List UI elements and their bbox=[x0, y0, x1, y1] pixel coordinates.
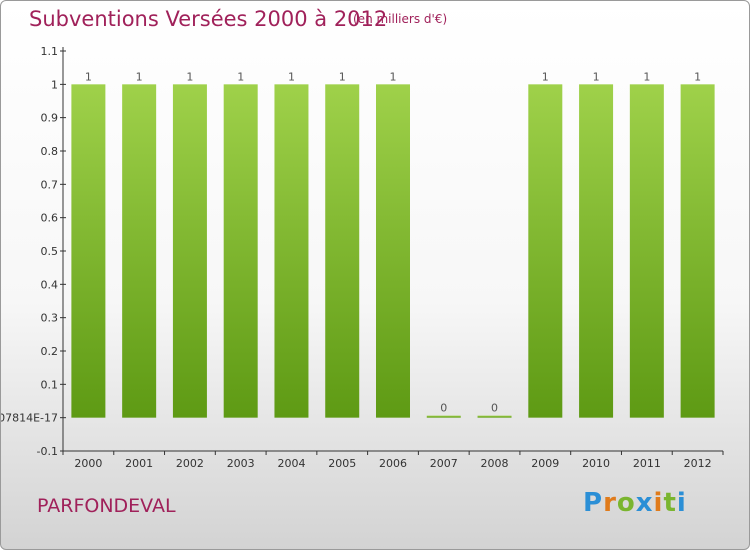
bar-2011 bbox=[629, 84, 664, 418]
logo-letter: i bbox=[653, 488, 664, 518]
x-tick-label: 2009 bbox=[531, 457, 559, 470]
logo-letter: t bbox=[663, 488, 677, 518]
bar-2006 bbox=[376, 84, 410, 418]
bar-2004 bbox=[274, 84, 309, 418]
y-tick-label: 0.6 bbox=[41, 212, 59, 225]
y-tick-label: 0.1 bbox=[41, 378, 59, 391]
y-tick-label: -1.3877787807814E-17 bbox=[1, 412, 58, 425]
data-label: 1 bbox=[542, 70, 549, 83]
commune-name: PARFONDEVAL bbox=[37, 495, 176, 517]
data-label: 1 bbox=[288, 70, 295, 83]
bar-2010 bbox=[579, 84, 614, 418]
logo-letter: i bbox=[676, 488, 687, 518]
data-label: 0 bbox=[491, 402, 498, 415]
chart-title: Subventions Versées 2000 à 2012 bbox=[29, 7, 388, 31]
logo-letter: P bbox=[583, 488, 604, 518]
chart-bars bbox=[71, 84, 715, 418]
y-tick-label: 0.3 bbox=[41, 312, 59, 325]
x-tick-label: 2008 bbox=[481, 457, 509, 470]
bar-2000 bbox=[71, 84, 106, 418]
chart-labels: 2000 1 2001 1 2002 1 2003 1 2004 1 2005 1 2006 1 2007 0… bbox=[74, 70, 711, 470]
bar-2008 bbox=[477, 415, 512, 418]
data-label: 1 bbox=[186, 70, 193, 83]
y-tick-label: 0.7 bbox=[41, 178, 59, 191]
data-label: 1 bbox=[136, 70, 143, 83]
x-tick-label: 2005 bbox=[328, 457, 356, 470]
y-tick-label: -0.1 bbox=[37, 445, 58, 458]
logo-letter: r bbox=[603, 488, 617, 518]
y-tick-label: 1 bbox=[51, 78, 58, 91]
proxiti-logo: Proxiti bbox=[583, 488, 687, 518]
bar-2007 bbox=[426, 415, 461, 418]
y-tick-label: 1.1 bbox=[41, 45, 59, 58]
chart-unit: (en milliers d'€) bbox=[353, 12, 448, 26]
bar-2009 bbox=[528, 84, 563, 418]
x-tick-label: 2006 bbox=[379, 457, 407, 470]
bar-2012 bbox=[680, 84, 715, 418]
data-label: 1 bbox=[643, 70, 650, 83]
chart-axes: -0.1 -1.3877787807814E-17 0.1 0.2 0.3 0.4 0.5 0… bbox=[1, 45, 724, 458]
x-tick-label: 2010 bbox=[582, 457, 610, 470]
data-label: 1 bbox=[390, 70, 397, 83]
bar-2001 bbox=[122, 84, 157, 418]
data-label: 1 bbox=[593, 70, 600, 83]
x-tick-label: 2001 bbox=[125, 457, 153, 470]
y-tick-label: 0.4 bbox=[41, 278, 59, 291]
y-tick-label: 0.9 bbox=[41, 112, 59, 125]
data-label: 1 bbox=[237, 70, 244, 83]
x-tick-label: 2007 bbox=[430, 457, 458, 470]
y-tick-label: 0.5 bbox=[41, 245, 59, 258]
y-tick-label: 0.2 bbox=[41, 345, 59, 358]
data-label: 0 bbox=[440, 402, 447, 415]
bar-2002 bbox=[172, 84, 207, 418]
x-tick-label: 2012 bbox=[684, 457, 712, 470]
x-tick-label: 2011 bbox=[633, 457, 661, 470]
data-label: 1 bbox=[339, 70, 346, 83]
data-label: 1 bbox=[85, 70, 92, 83]
logo-letter: o bbox=[616, 488, 636, 518]
bar-2005 bbox=[325, 84, 360, 418]
bar-2003 bbox=[223, 84, 258, 418]
x-tick-label: 2003 bbox=[227, 457, 255, 470]
x-tick-label: 2004 bbox=[277, 457, 305, 470]
data-label: 1 bbox=[694, 70, 701, 83]
logo-letter: x bbox=[635, 488, 654, 518]
x-tick-label: 2002 bbox=[176, 457, 204, 470]
x-tick-label: 2000 bbox=[74, 457, 102, 470]
y-tick-label: 0.8 bbox=[41, 145, 59, 158]
